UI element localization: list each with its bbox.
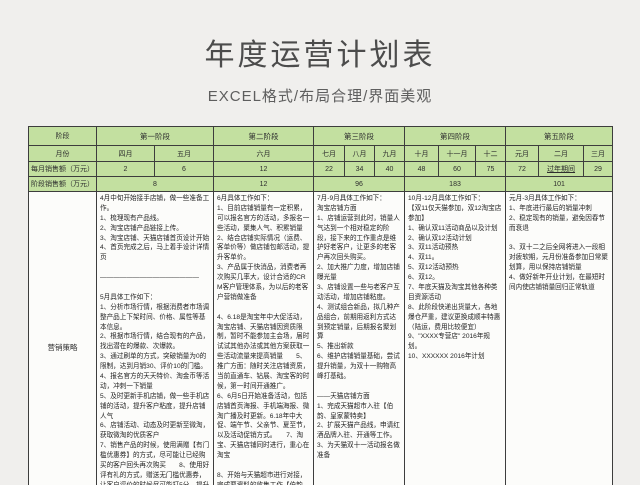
stage-sales-cell: 183 [404, 176, 507, 192]
monthly-sales-cell: 72 [505, 161, 540, 177]
annual-plan-table: 阶段 第一阶段 第二阶段 第三阶段 第四阶段 第五阶段 月份 四月 五月 六月 … [28, 126, 614, 485]
strategy-cell-stage5: 元月-3月具体工作如下： 1、年底进行最后的销量冲刺 2、稳定现有的销量，避免因… [505, 191, 614, 485]
monthly-sales-cell: 40 [373, 161, 406, 177]
row-label-monthly-sales: 每月销售额（万元） [28, 161, 97, 177]
monthly-sales-cell: 60 [438, 161, 477, 177]
row-label-month: 月份 [28, 145, 97, 162]
stage-header-cell: 第五阶段 [505, 126, 614, 146]
monthly-sales-cell-holiday: 过年期间 [538, 161, 585, 177]
strategy-text-stage3: 7月-9月具体工作如下： 淘宝店铺方面 1、店铺运营到此时，销量人气达到一个相对… [317, 195, 400, 460]
strategy-text-stage4: 10月-12月具体工作如下： 【双11仅天猫参加，双12淘宝店参加】 1、确认双… [408, 195, 502, 361]
stage-sales-cell: 8 [96, 176, 214, 192]
monthly-sales-cell: 6 [154, 161, 214, 177]
strategy-cell-stage4: 10月-12月具体工作如下： 【双11仅天猫参加，双12淘宝店参加】 1、确认双… [404, 191, 507, 485]
monthly-sales-cell: 22 [313, 161, 345, 177]
strategy-text-stage5: 元月-3月具体工作如下： 1、年底进行最后的销量冲刺 2、稳定现有的销量，避免因… [509, 195, 608, 292]
strategy-cell-stage3: 7月-9月具体工作如下： 淘宝店铺方面 1、店铺运营到此时，销量人气达到一个相对… [312, 191, 406, 485]
monthly-sales-cell: 34 [344, 161, 375, 177]
month-cell: 十一月 [438, 145, 477, 162]
strategy-text-stage1: 4月中旬开始接手店铺，做一些准备工作。 1、梳理现有产品线。 2、淘宝店铺产品链… [100, 195, 210, 485]
strategy-text-stage2: 6月具体工作如下： 1、目前店铺销量有一定积累，可以报名官方的活动，多报名一些活… [217, 195, 310, 485]
month-cell: 七月 [313, 145, 345, 162]
month-cell: 八月 [344, 145, 375, 162]
strategy-row: 营销策略 4月中旬开始接手店铺，做一些准备工作。 1、梳理现有产品线。 2、淘宝… [28, 191, 614, 485]
month-cell: 六月 [213, 145, 314, 162]
month-cell: 十二 [475, 145, 507, 162]
stage-header-cell: 第一阶段 [96, 126, 214, 146]
row-label-stage-sales: 阶段销售额（万元） [28, 176, 97, 192]
stage-header-cell: 第四阶段 [404, 126, 507, 146]
stage-sales-row: 阶段销售额（万元） 8 12 96 183 101 [28, 176, 614, 192]
month-header-row: 月份 四月 五月 六月 七月 八月 九月 十月 十一月 十二 元月 二月 三月 [28, 145, 614, 162]
month-cell: 十月 [404, 145, 440, 162]
month-cell: 五月 [154, 145, 214, 162]
month-cell: 元月 [505, 145, 540, 162]
stage-header-cell: 第三阶段 [312, 126, 406, 146]
page-title: 年度运营计划表 [204, 39, 436, 72]
row-label-strategy: 营销策略 [28, 191, 97, 485]
stage-sales-cell: 12 [213, 176, 314, 192]
stage-sales-cell: 101 [505, 176, 614, 192]
page-subtitle: EXCEL格式/布局合理/界面美观 [207, 88, 433, 105]
monthly-sales-cell: 2 [96, 161, 155, 177]
strategy-cell-stage1: 4月中旬开始接手店铺，做一些准备工作。 1、梳理现有产品线。 2、淘宝店铺产品链… [96, 191, 214, 485]
stage-header-row: 阶段 第一阶段 第二阶段 第三阶段 第四阶段 第五阶段 [28, 126, 614, 146]
monthly-sales-row: 每月销售额（万元） 2 6 12 22 34 40 48 60 75 72 过年… [28, 161, 614, 177]
monthly-sales-cell: 48 [404, 161, 440, 177]
monthly-sales-cell: 75 [475, 161, 507, 177]
month-cell: 九月 [373, 145, 406, 162]
monthly-sales-cell: 29 [583, 161, 614, 177]
holiday-note: 过年期间 [547, 166, 576, 173]
row-label-stage: 阶段 [28, 126, 97, 146]
strategy-cell-stage2: 6月具体工作如下： 1、目前店铺销量有一定积累，可以报名官方的活动，多报名一些活… [213, 191, 314, 485]
stage-header-cell: 第二阶段 [213, 126, 314, 146]
month-cell: 三月 [583, 145, 614, 162]
monthly-sales-cell: 12 [213, 161, 314, 177]
stage-sales-cell: 96 [312, 176, 406, 192]
month-cell: 四月 [96, 145, 155, 162]
month-cell: 二月 [538, 145, 585, 162]
